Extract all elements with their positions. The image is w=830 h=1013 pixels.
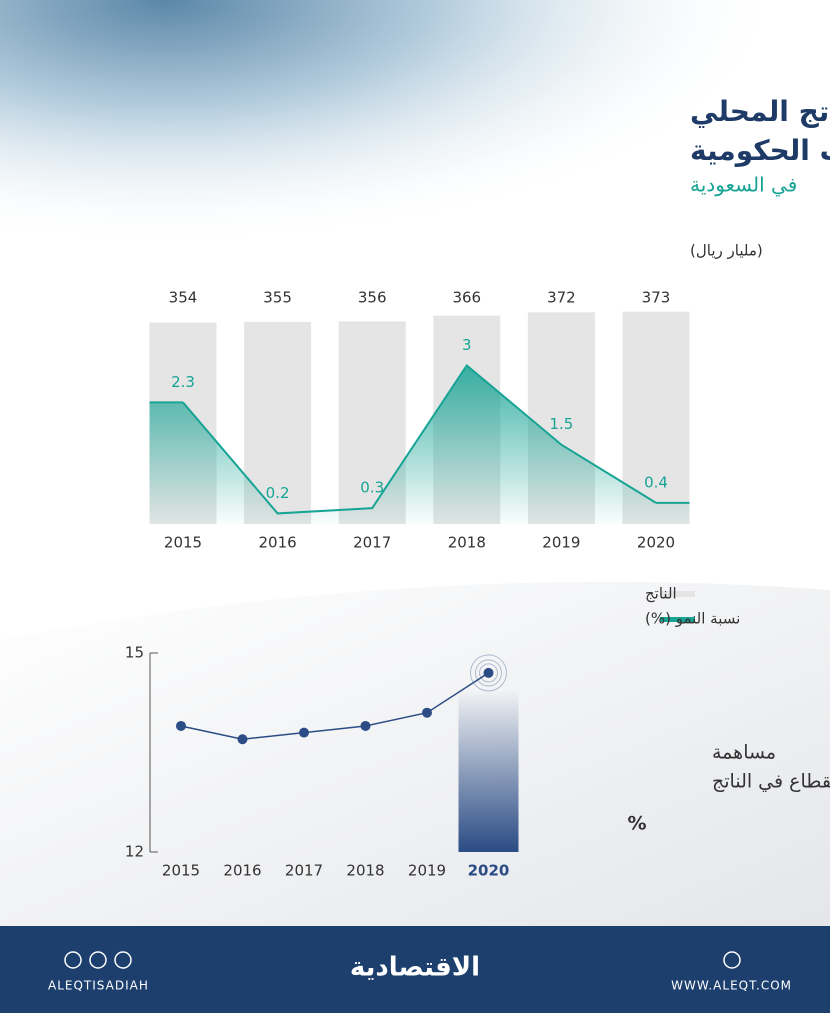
point — [299, 727, 309, 738]
chart-title: القطاع في الناتج — [712, 771, 830, 793]
social-icons — [64, 951, 741, 969]
x-tick-label: 2017 — [353, 534, 391, 552]
x-tick-label: 2018 — [448, 534, 486, 552]
subtitle: في السعودية — [690, 173, 797, 198]
bar-value-label: 356 — [358, 289, 387, 307]
title-line: الناتج المحلي — [690, 95, 830, 128]
pulse-ring — [479, 663, 498, 683]
unit-label: % — [627, 813, 646, 835]
x-tick-label: 2016 — [259, 534, 297, 552]
combo-chart: 354 2015 355 2016 356 2017 366 2018 372 2019 373 20… — [149, 289, 740, 628]
chart-title: مساهمة — [712, 742, 776, 764]
footer-website: WWW.ALEQT.COM — [671, 979, 792, 993]
bar-value-label: 373 — [642, 289, 671, 307]
growth-value-label: 0.4 — [644, 473, 668, 491]
legend-swatch — [660, 617, 695, 622]
share-line — [180, 672, 489, 740]
header-image — [0, 0, 830, 330]
footer-handle: ALEQTISADIAH — [48, 979, 149, 993]
growth-value-label: 2.3 — [171, 373, 195, 391]
x-tick-label: 2016 — [223, 862, 261, 880]
line-chart: 12 15 2015 2016 2017 2018 2019 2020 مساهمة القطاع… — [125, 644, 830, 880]
point — [360, 720, 371, 731]
x-tick-label: 2020 — [637, 534, 675, 552]
growth-area — [149, 365, 690, 524]
x-tick-label: 2015 — [162, 862, 200, 880]
legend-swatch — [660, 591, 695, 597]
x-tick-label: 2015 — [164, 534, 202, 552]
growth-value-label: 1.5 — [549, 415, 573, 433]
x-tick-label: 2019 — [542, 534, 580, 552]
point — [483, 667, 494, 678]
unit-label: (مليار ريال) — [690, 242, 763, 260]
bar-value-label: 354 — [169, 289, 198, 307]
growth-value-label: 0.3 — [360, 479, 384, 497]
x-tick-label: 2020 — [468, 862, 510, 880]
bar-value-label: 355 — [263, 289, 292, 307]
point — [422, 707, 432, 718]
footer-bar — [0, 926, 830, 1013]
bar-value-label: 366 — [452, 289, 481, 307]
bar-value-label: 372 — [547, 289, 576, 307]
x-tick-label: 2018 — [346, 862, 384, 880]
pulse-ring — [470, 654, 507, 692]
point — [176, 720, 186, 731]
lower-background — [0, 581, 830, 926]
footer-brand: الاقتصادية — [350, 953, 480, 983]
title-line: لقطاع الخدمات الحكومية — [690, 134, 830, 167]
x-tick-label: 2017 — [285, 862, 323, 880]
point — [237, 734, 248, 745]
legend-label: نسبة النمو (%) — [645, 610, 740, 628]
legend-label: الناتج — [645, 585, 677, 603]
growth-value-label: 3 — [462, 336, 472, 354]
highlight-column — [458, 690, 519, 852]
pulse-ring — [475, 659, 502, 687]
y-tick-label: 15 — [125, 644, 144, 662]
x-tick-label: 2019 — [408, 862, 446, 880]
growth-line — [182, 363, 657, 515]
growth-value-label: 0.2 — [266, 484, 290, 502]
y-tick-label: 12 — [125, 843, 144, 861]
